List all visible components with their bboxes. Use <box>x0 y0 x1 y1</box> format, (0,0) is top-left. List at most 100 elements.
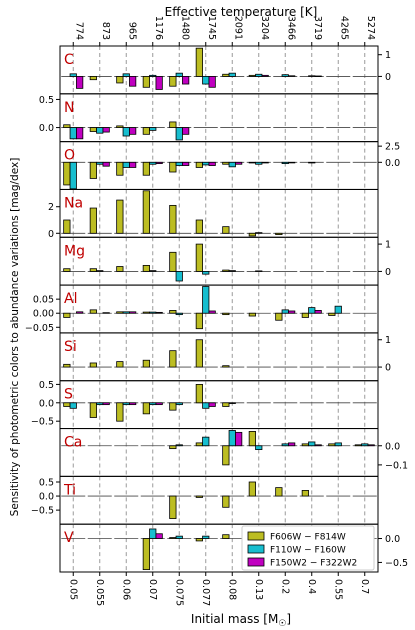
y-tick-label: 1 <box>385 240 391 251</box>
bar-n-0.055-s3 <box>102 127 110 133</box>
panel-na: Na 2 0 <box>48 188 379 240</box>
y-tick-label: 0 <box>48 229 54 240</box>
mass-tick-label: 0.08 <box>226 579 237 600</box>
y-tick-label: 0.0 <box>385 534 400 545</box>
bar-c-0.06-s1 <box>116 76 124 84</box>
bar-s-0.05-s1 <box>63 402 71 407</box>
bar-s-0.055-s2 <box>96 402 104 406</box>
bar-o-0.075-s2 <box>175 161 183 166</box>
bar-na-0.08-s1 <box>222 226 230 234</box>
bar-o-0.13-s3 <box>261 161 269 164</box>
bar-v-0.07-s3 <box>155 533 163 539</box>
element-label: Al <box>64 291 77 307</box>
bar-v-0.077-s1 <box>195 538 203 542</box>
bar-al-0.06-s2 <box>122 311 130 314</box>
bar-mg-0.075-s1 <box>169 251 177 272</box>
bottom-axis-label: Initial mass [M☉] <box>191 612 291 629</box>
bar-mg-0.08-s1 <box>222 269 230 272</box>
bar-o-0.077-s1 <box>195 161 203 168</box>
bar-al-0.07-s2 <box>149 311 157 314</box>
bar-o-0.2-s3 <box>288 161 296 164</box>
panel-n: N 0.5 0.0 <box>39 93 379 143</box>
bar-al-0.4-s3 <box>314 310 322 314</box>
temperature-tick-label: 3719 <box>312 16 323 40</box>
top-axis-label: Effective temperature [K] <box>165 5 318 19</box>
bar-na-0.07-s1 <box>142 190 150 234</box>
bar-ca-0.4-s2 <box>308 441 316 447</box>
mass-tick-label: 0.2 <box>279 579 290 594</box>
temperature-tick-label: 965 <box>126 22 137 40</box>
bar-mg-0.055-s2 <box>96 270 104 272</box>
panel-mg: Mg 1 0 <box>59 236 391 286</box>
bar-o-0.2-s2 <box>281 161 289 165</box>
bar-c-0.13-s3 <box>261 74 269 77</box>
bar-s-0.07-s2 <box>149 402 157 406</box>
panel-ca: Ca 0.0 −0.1 <box>59 428 408 477</box>
temperature-tick-label: 3466 <box>285 16 296 40</box>
legend-box <box>241 525 375 571</box>
bar-si-0.08-s1 <box>222 365 230 368</box>
bar-na-0.075-s1 <box>169 204 177 234</box>
element-label: Na <box>64 195 83 211</box>
bar-mg-0.07-s1 <box>142 265 150 272</box>
bar-mg-0.077-s1 <box>195 243 203 272</box>
bar-al-0.13-s1 <box>248 312 256 317</box>
bar-c-0.05-s3 <box>76 76 84 89</box>
panel-frame <box>59 523 379 573</box>
bar-ca-0.7-s2 <box>361 443 369 447</box>
bar-o-0.077-s2 <box>202 161 210 166</box>
bar-na-0.13-s2 <box>255 232 263 234</box>
bar-ca-0.08-s3 <box>235 431 243 447</box>
bar-na-0.13-s1 <box>248 232 256 237</box>
bar-s-0.075-s1 <box>169 402 177 411</box>
bar-al-0.2-s1 <box>275 312 283 321</box>
bar-si-0.06-s1 <box>116 361 124 368</box>
element-label: N <box>64 100 74 116</box>
bar-s-0.06-s1 <box>116 402 124 422</box>
bar-c-0.075-s1 <box>169 76 177 87</box>
bar-c-0.4-s3 <box>314 75 322 77</box>
bar-o-0.055-s1 <box>89 161 97 179</box>
bar-si-0.05-s1 <box>63 363 71 368</box>
bar-si-0.07-s1 <box>142 359 150 368</box>
bar-o-0.4-s2 <box>308 161 316 164</box>
bar-na-0.2-s1 <box>275 232 283 236</box>
bar-s-0.06-s3 <box>129 402 137 406</box>
bar-n-0.075-s3 <box>182 127 190 135</box>
bar-ca-0.08-s1 <box>222 445 230 466</box>
panel-frame <box>59 428 379 477</box>
bar-o-0.06-s1 <box>116 161 124 176</box>
bar-ca-0.55-s2 <box>334 442 342 447</box>
bar-al-0.08-s1 <box>222 312 230 316</box>
bar-o-0.075-s3 <box>182 161 190 166</box>
bar-o-0.055-s2 <box>96 161 104 165</box>
bar-v-0.07-s2 <box>149 528 157 539</box>
panel-frame <box>59 475 379 525</box>
bar-v-0.077-s2 <box>202 535 210 539</box>
temperature-tick-label: 1745 <box>206 16 217 40</box>
bar-o-0.05-s1 <box>63 161 71 186</box>
element-label: C <box>64 52 74 68</box>
y-tick-label: 0.0 <box>385 441 400 452</box>
bar-n-0.055-s1 <box>89 127 97 132</box>
bar-mg-0.07-s2 <box>149 270 157 272</box>
bar-v-0.07-s1 <box>142 538 150 571</box>
y-tick-label: 0.00 <box>33 309 54 320</box>
bar-o-0.08-s2 <box>228 161 236 168</box>
bar-ca-0.077-s2 <box>202 436 210 447</box>
bar-al-0.055-s3 <box>102 312 110 314</box>
bar-mg-0.06-s1 <box>116 266 124 272</box>
bar-ca-0.4-s3 <box>314 444 322 447</box>
bar-al-0.077-s3 <box>208 310 216 314</box>
bar-ca-0.2-s3 <box>288 442 296 447</box>
bar-al-0.55-s2 <box>334 305 342 314</box>
bar-al-0.075-s2 <box>175 312 183 316</box>
bar-ti-0.08-s1 <box>222 495 230 508</box>
bar-ti-0.13-s1 <box>248 481 256 497</box>
bar-o-0.13-s1 <box>248 161 256 164</box>
bar-o-0.07-s1 <box>142 161 150 176</box>
bar-mg-0.055-s1 <box>89 268 97 272</box>
bar-al-0.07-s3 <box>155 311 163 314</box>
